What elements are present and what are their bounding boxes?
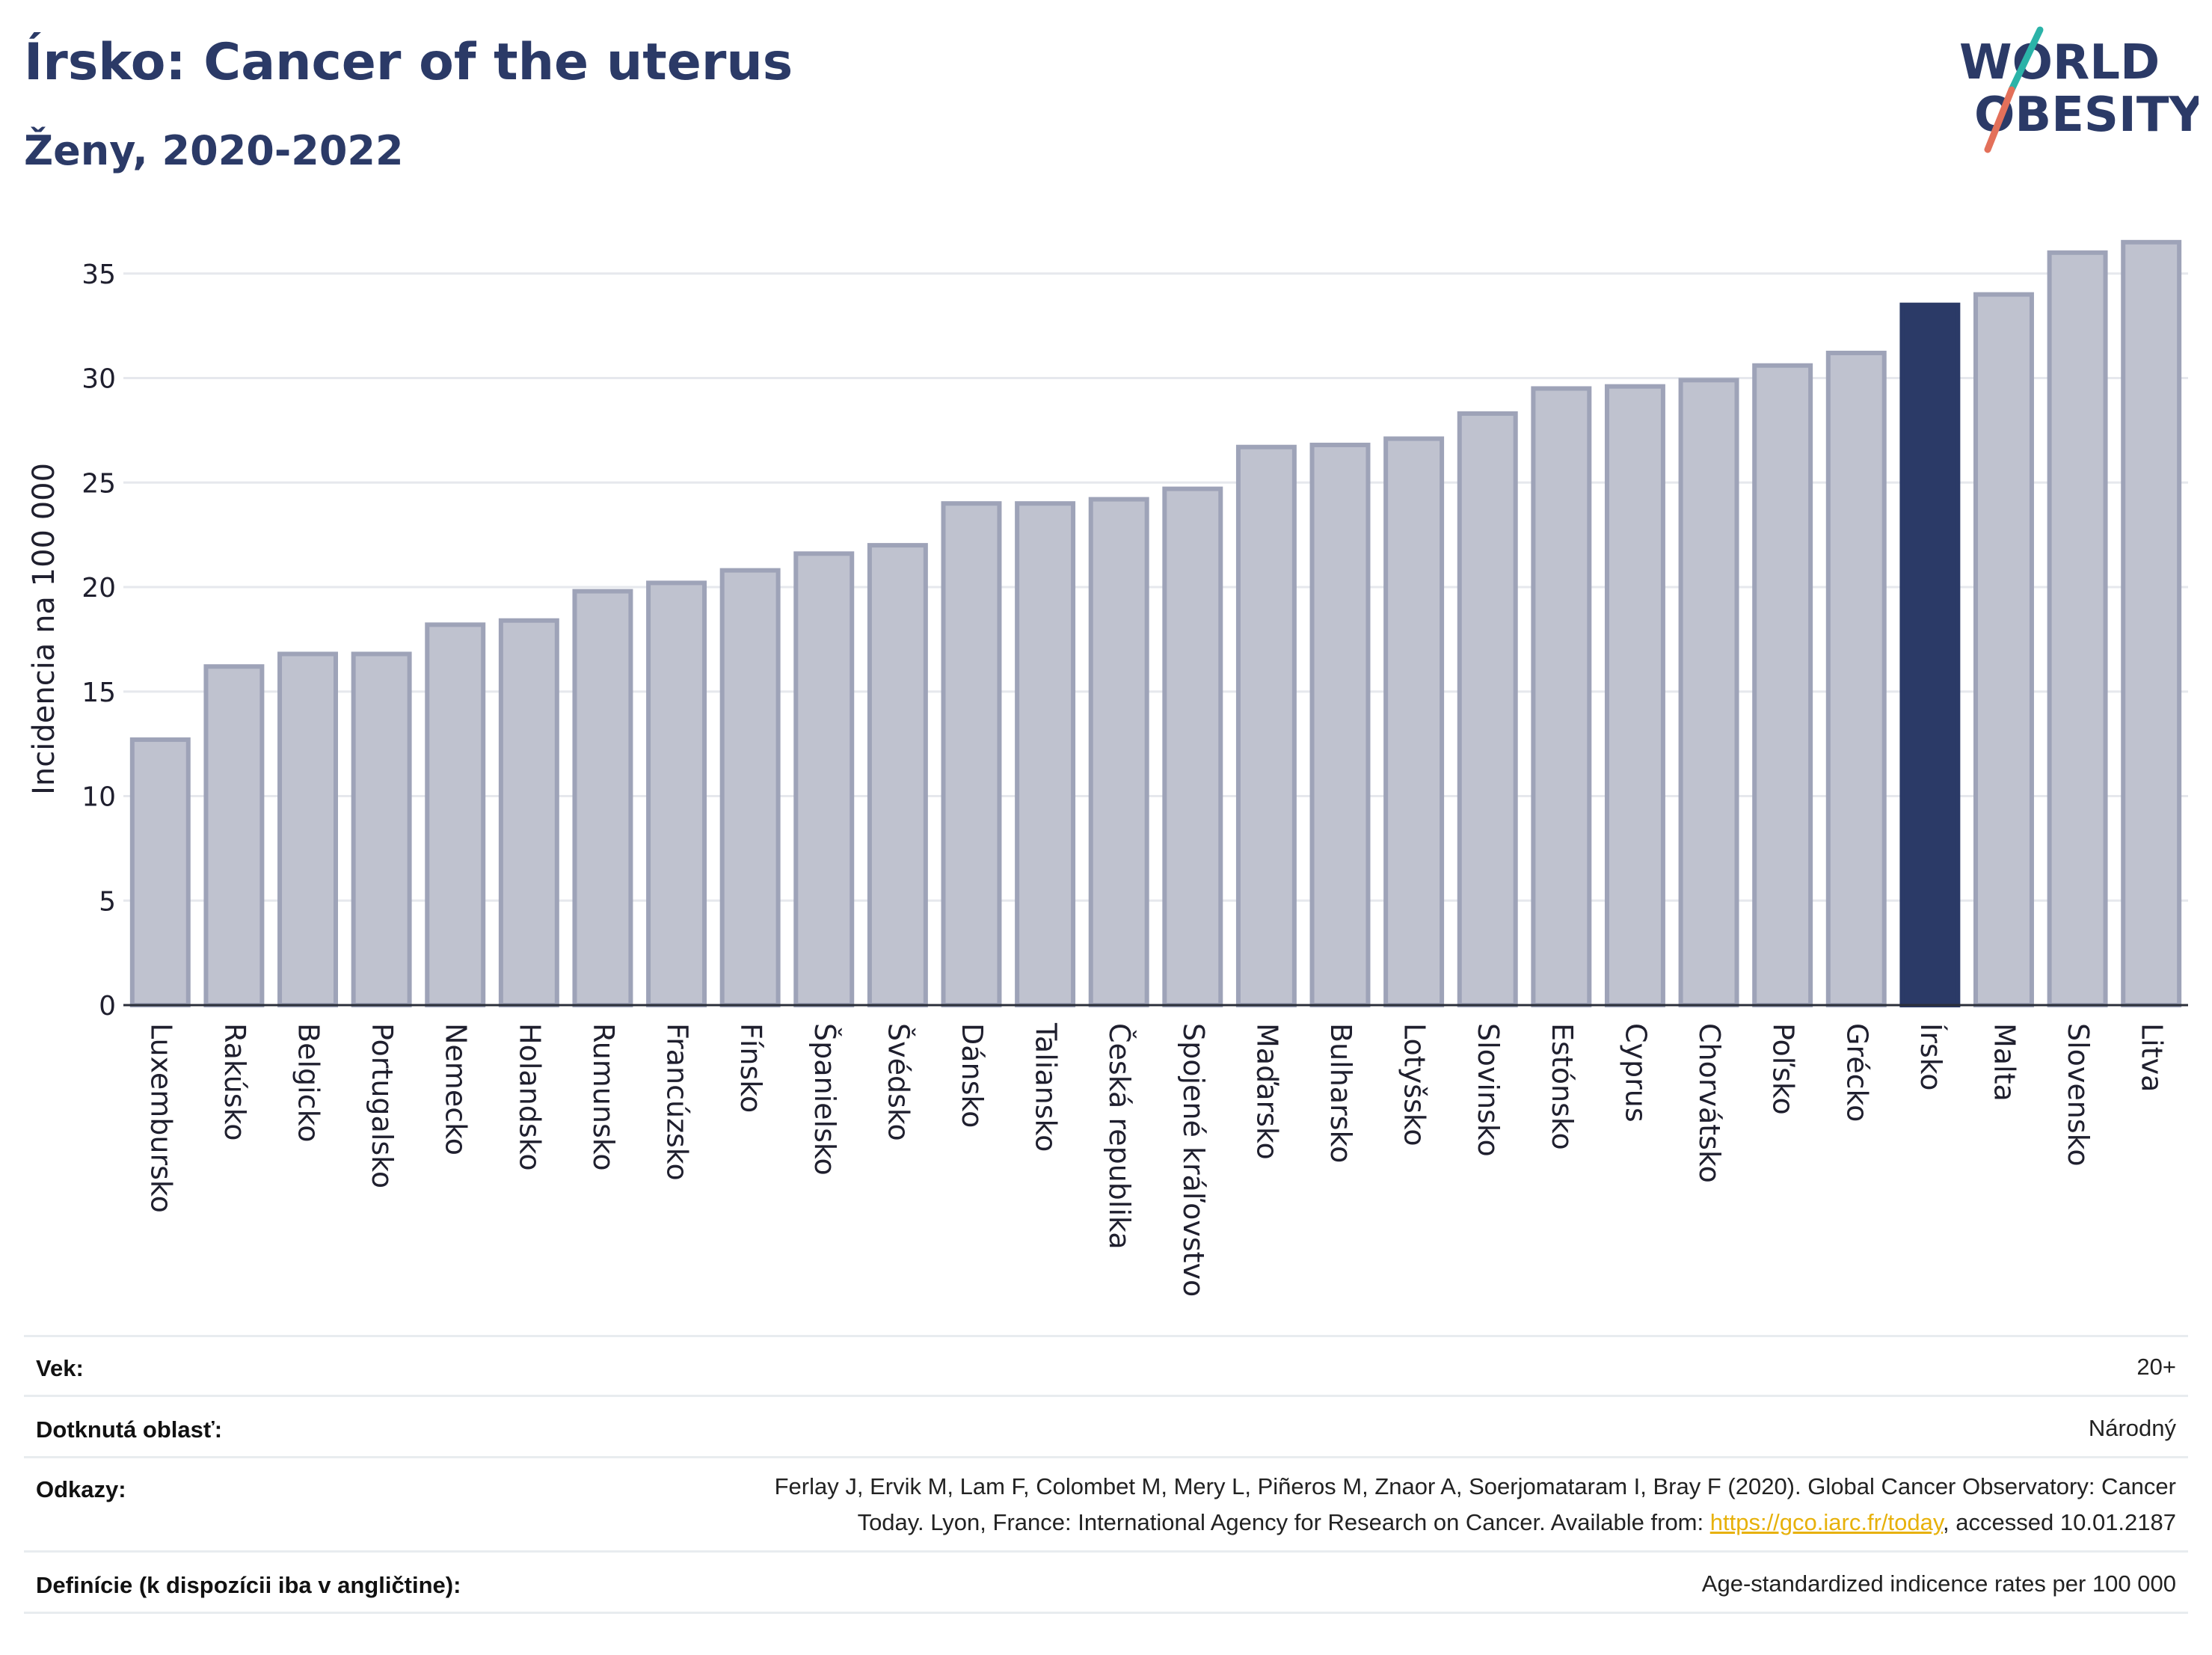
bar-16: [1309, 442, 1371, 1007]
bar-14: [1162, 486, 1223, 1007]
definitions-value: Age-standardized indicence rates per 100…: [1701, 1570, 2176, 1597]
info-row-age: Vek: 20+: [24, 1335, 2188, 1397]
references-link[interactable]: https://gco.iarc.fr/today: [1709, 1509, 1944, 1535]
bar-22: [1752, 363, 1813, 1008]
x-tick-label: Česká republika: [1103, 1023, 1136, 1250]
bar-6: [572, 589, 633, 1007]
bar-20: [1604, 384, 1665, 1007]
x-tick-label: Spojené kráľovstvo: [1177, 1023, 1210, 1297]
references-line-1: Ferlay J, Ervik M, Lam F, Colombet M, Me…: [774, 1473, 2176, 1499]
x-tick-label: Španielsko: [808, 1023, 841, 1176]
logo-line-1: WORLD: [1959, 35, 2160, 90]
world-obesity-logo: WORLD OBESITY: [1959, 26, 2199, 153]
bar-12: [1015, 501, 1076, 1007]
bar-25: [1973, 292, 2034, 1007]
x-tick-label: Portugalsko: [366, 1023, 399, 1188]
references-value: Ferlay J, Ervik M, Lam F, Colombet M, Me…: [775, 1469, 2176, 1541]
x-tick-label: Dánsko: [956, 1023, 989, 1128]
x-tick-label: Grécko: [1840, 1023, 1873, 1122]
y-tick-labels: 0 5 10 15 20 25 30 35: [82, 260, 116, 1022]
x-tick-label: Fínsko: [734, 1023, 767, 1113]
bar-10: [867, 543, 928, 1007]
bar-5: [498, 618, 559, 1007]
y-tick-label: 15: [82, 678, 116, 708]
x-tick-label: Taliansko: [1030, 1022, 1063, 1152]
x-tick-labels: Luxembursko Rakúsko Belgicko Portugalsko Nem…: [144, 1022, 2168, 1297]
bar-15: [1235, 444, 1297, 1007]
x-tick-label: Chorvátsko: [1693, 1023, 1726, 1183]
x-tick-label: Malta: [1988, 1023, 2021, 1102]
bar-4: [425, 622, 486, 1007]
x-tick-label: Maďarsko: [1250, 1023, 1283, 1160]
bar-27: [2121, 239, 2182, 1007]
bar-1: [203, 664, 265, 1008]
bars: [129, 239, 2182, 1008]
bar-2: [277, 651, 338, 1007]
y-tick-label: 0: [99, 991, 116, 1022]
y-tick-label: 20: [82, 573, 116, 604]
y-tick-label: 10: [82, 782, 116, 813]
area-value: Národný: [2088, 1415, 2176, 1441]
x-tick-label: Bulharsko: [1324, 1023, 1357, 1163]
info-row-references: Odkazy: Ferlay J, Ervik M, Lam F, Colomb…: [24, 1456, 2188, 1553]
page-subtitle: Ženy, 2020-2022: [24, 127, 404, 174]
x-tick-label: Švédsko: [882, 1023, 915, 1141]
bar-24: [1899, 302, 1961, 1007]
x-tick-label: Belgicko: [292, 1023, 325, 1142]
bar-11: [941, 501, 1002, 1007]
info-row-definitions: Definície (k dispozícii iba v angličtine…: [24, 1550, 2188, 1614]
bar-21: [1678, 378, 1739, 1008]
x-tick-label: Rumunsko: [587, 1023, 620, 1171]
bar-23: [1825, 350, 1887, 1007]
logo-slash-teal: [2008, 26, 2044, 93]
x-tick-label: Rakúsko: [218, 1023, 251, 1140]
bar-26: [2047, 250, 2108, 1007]
bar-17: [1383, 436, 1445, 1007]
y-tick-label: 25: [82, 468, 116, 499]
references-line-2-end: , accessed 10.01.2187: [1943, 1509, 2176, 1535]
info-table-bottom-border: [24, 1612, 2188, 1614]
references-line-2: Today. Lyon, France: International Agenc…: [775, 1505, 2176, 1541]
x-tick-label: Luxembursko: [144, 1023, 177, 1213]
x-tick-label: Litva: [2136, 1023, 2169, 1092]
page-title: Írsko: Cancer of the uterus: [24, 33, 793, 92]
definitions-label: Definície (k dispozícii iba v angličtine…: [36, 1572, 461, 1598]
bar-3: [351, 651, 412, 1007]
bar-8: [719, 568, 781, 1007]
x-tick-label: Nemecko: [440, 1023, 473, 1155]
x-tick-label: Francúzsko: [661, 1023, 694, 1181]
y-tick-label: 30: [82, 364, 116, 395]
y-axis-label: Incidencia na 100 000: [27, 463, 61, 795]
bar-9: [793, 551, 855, 1007]
references-line-2-start: Today. Lyon, France: International Agenc…: [857, 1509, 1710, 1535]
x-tick-label: Slovensko: [2062, 1023, 2095, 1167]
info-row-area: Dotknutá oblasť: Národný: [24, 1395, 2188, 1458]
x-tick-label: Poľsko: [1767, 1023, 1800, 1115]
x-tick-label: Lotyšsko: [1398, 1023, 1431, 1146]
x-tick-label: Slovinsko: [1472, 1023, 1505, 1157]
x-tick-label: Estónsko: [1546, 1023, 1579, 1150]
bar-18: [1457, 411, 1518, 1007]
references-label: Odkazy:: [36, 1476, 126, 1502]
bar-13: [1088, 497, 1149, 1007]
age-label: Vek:: [36, 1355, 84, 1381]
x-tick-label: Írsko: [1914, 1023, 1947, 1091]
y-tick-label: 35: [82, 260, 116, 290]
area-label: Dotknutá oblasť:: [36, 1416, 223, 1443]
age-value: 20+: [2136, 1354, 2176, 1380]
bar-19: [1531, 386, 1592, 1007]
x-tick-label: Holandsko: [513, 1023, 546, 1171]
bar-0: [129, 737, 191, 1007]
bar-chart: 0 5 10 15 20 25 30 35 Luxembursko Rakúsko Belgick…: [27, 239, 2188, 1297]
logo-slash-red: [1984, 86, 2015, 153]
x-tick-label: Cyprus: [1619, 1023, 1652, 1123]
bar-7: [646, 580, 707, 1007]
y-tick-label: 5: [99, 886, 116, 917]
